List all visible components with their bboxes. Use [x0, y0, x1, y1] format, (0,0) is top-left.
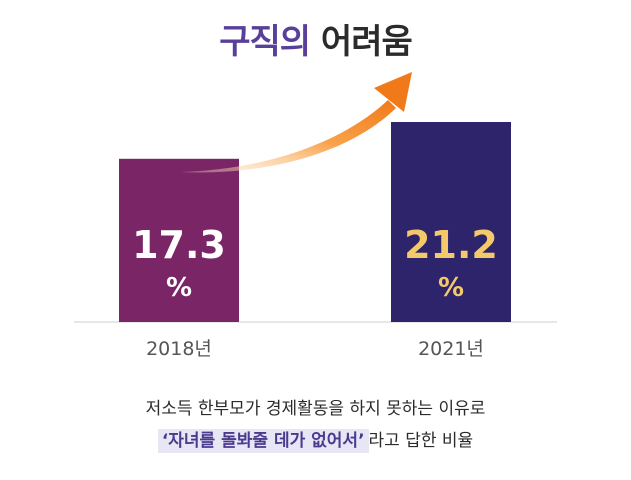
bar-0	[119, 158, 239, 322]
chart-caption: 저소득 한부모가 경제활동을 하지 못하는 이유로 ‘자녀를 돌봐줄 데가 없어…	[0, 396, 631, 454]
value-label-1: 21.2	[404, 223, 498, 267]
unit-label-0: %	[166, 273, 192, 303]
category-label-1: 2021년	[418, 338, 484, 360]
title-accent: 구직의	[219, 22, 311, 62]
unit-label-1: %	[438, 273, 464, 303]
category-label-0: 2018년	[146, 338, 212, 360]
caption-line-2-rest: 라고 답한 비율	[368, 431, 474, 451]
chart-title: 구직의 어려움	[0, 14, 631, 63]
trend-arrow-head	[374, 72, 412, 112]
caption-line-2: ‘자녀를 돌봐줄 데가 없어서’ 라고 답한 비율	[0, 428, 631, 454]
bar-chart: 17.3% 2018년 21.2% 2021년	[74, 72, 557, 360]
bar-1	[391, 122, 511, 322]
value-label-0: 17.3	[132, 223, 226, 267]
caption-highlight: ‘자녀를 돌봐줄 데가 없어서’	[157, 429, 369, 453]
trend-arrow-body	[180, 100, 396, 173]
title-rest: 어려움	[320, 22, 413, 62]
caption-line-1: 저소득 한부모가 경제활동을 하지 못하는 이유로	[145, 399, 486, 419]
